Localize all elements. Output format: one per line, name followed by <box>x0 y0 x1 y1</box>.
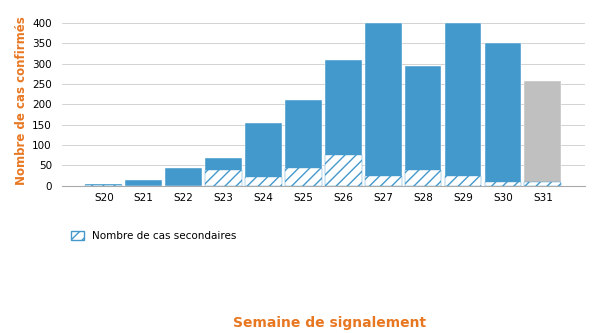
Bar <box>245 123 282 186</box>
Text: Semaine de signalement: Semaine de signalement <box>233 316 427 330</box>
Bar <box>325 60 362 186</box>
Bar <box>445 23 481 186</box>
Bar <box>285 101 322 186</box>
Bar <box>405 66 442 186</box>
Bar <box>524 81 561 186</box>
Bar <box>245 177 282 186</box>
Bar <box>165 168 202 186</box>
Bar <box>405 170 442 186</box>
Bar <box>125 180 162 186</box>
Bar <box>524 182 561 186</box>
Bar <box>205 170 242 186</box>
Bar <box>365 176 401 186</box>
Legend: Nombre de cas secondaires: Nombre de cas secondaires <box>67 227 241 245</box>
Bar <box>325 155 362 186</box>
Bar <box>205 158 242 186</box>
Bar <box>85 184 122 186</box>
Bar <box>85 185 122 186</box>
Bar <box>285 167 322 186</box>
Y-axis label: Nombre de cas confirmés: Nombre de cas confirmés <box>15 16 28 185</box>
Bar <box>485 44 521 186</box>
Bar <box>485 182 521 186</box>
Bar <box>445 176 481 186</box>
Bar <box>365 23 401 186</box>
